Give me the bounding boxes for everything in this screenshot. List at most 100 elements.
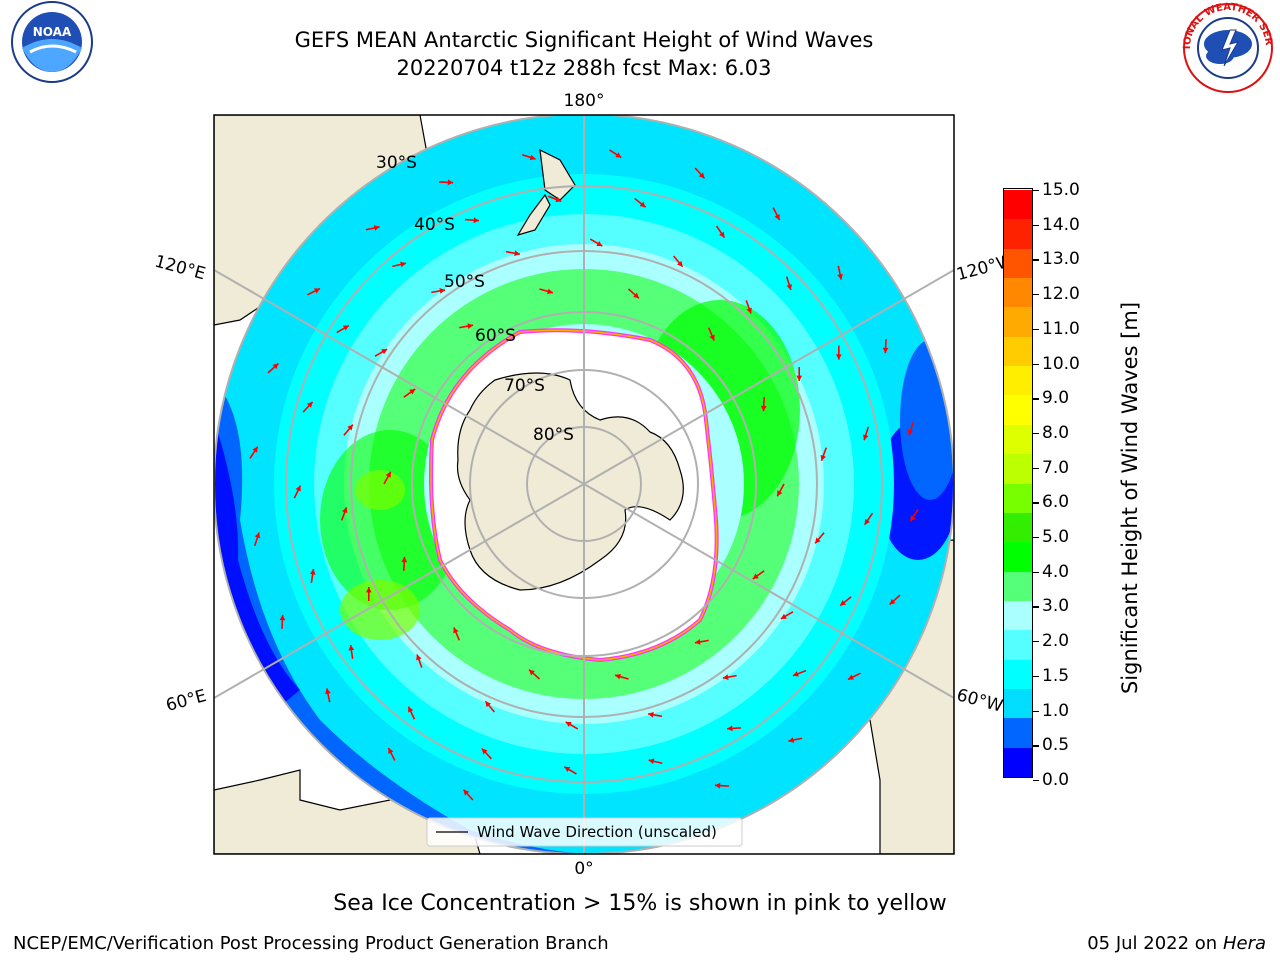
wave-arrow-head xyxy=(373,225,380,231)
colorbar-tick xyxy=(1033,224,1039,226)
colorbar-tick xyxy=(1033,432,1039,435)
footer-date-text: 05 Jul 2022 on xyxy=(1087,933,1223,954)
wave-arrow-head xyxy=(677,260,683,267)
colorbar-segment xyxy=(1004,688,1032,719)
wave-arrow-head xyxy=(862,434,869,441)
wave-arrow-head xyxy=(840,600,847,606)
colorbar-tick xyxy=(1033,294,1039,296)
lat-label-50s: 50°S xyxy=(444,272,485,292)
lat-label-30s: 30°S xyxy=(376,153,417,173)
wave-arrow-head xyxy=(835,354,842,360)
wave-arrow-head xyxy=(694,639,701,645)
wave-arrow-head xyxy=(864,518,870,525)
map-legend: Wind Wave Direction (unscaled) xyxy=(426,817,743,847)
wave-arrow-head xyxy=(547,288,553,295)
colorbar-tick xyxy=(1033,710,1039,712)
wave-arrow-head xyxy=(485,701,491,708)
wave-arrow-head xyxy=(639,201,646,208)
colorbar-tick xyxy=(1033,259,1039,261)
colorbar-tick-label: 14.0 xyxy=(1042,214,1080,235)
wave-arrow-head xyxy=(529,154,536,161)
colorbar-segment xyxy=(1004,571,1032,601)
noaa-logo-text: NOAA xyxy=(33,25,72,39)
wave-arrow-head xyxy=(746,307,752,314)
colorbar-tick xyxy=(1033,363,1039,365)
wave-arrow-head xyxy=(400,261,406,268)
colorbar-segment xyxy=(1004,248,1032,279)
colorbar-segment xyxy=(1004,541,1032,572)
lat-label-40s: 40°S xyxy=(414,215,455,235)
wave-arrow-head xyxy=(615,673,621,680)
lat-label-80s: 80°S xyxy=(533,425,574,445)
colorbar-tick xyxy=(1033,398,1039,400)
wave-arrow-head xyxy=(910,515,916,522)
lat-label-70s: 70°S xyxy=(504,376,545,396)
wave-arrow-head xyxy=(648,758,655,765)
wave-arrow-head xyxy=(633,292,639,299)
colorbar-tick xyxy=(1033,467,1039,469)
wave-arrow-head xyxy=(815,537,821,544)
wave-arrow-head xyxy=(555,196,562,203)
colorbar-segment xyxy=(1004,394,1032,425)
wave-arrow-head xyxy=(882,347,889,354)
colorbar-tick xyxy=(1033,641,1039,643)
lat-label-60s: 60°S xyxy=(475,326,516,346)
wave-arrow-head xyxy=(774,213,780,220)
wave-arrow-head xyxy=(416,654,422,661)
map-title: GEFS MEAN Antarctic Significant Height o… xyxy=(294,28,874,52)
colorbar-segment xyxy=(1004,512,1032,543)
colorbar-tick-label: 11.0 xyxy=(1042,318,1080,339)
wave-arrow-head xyxy=(760,405,767,412)
footer-date: 05 Jul 2022 on Hera xyxy=(1087,933,1266,954)
colorbar xyxy=(1003,188,1033,778)
wave-arrow-head xyxy=(564,766,571,773)
wave-arrow-head xyxy=(388,748,394,755)
wave-arrow-head xyxy=(348,645,355,651)
wind-wave-arrows xyxy=(249,149,919,801)
colorbar-tick-label: 3.0 xyxy=(1042,596,1070,617)
wave-arrow-head xyxy=(837,273,843,280)
wave-arrow-head xyxy=(889,598,896,605)
footer-machine: Hera xyxy=(1222,933,1266,954)
lon-label-120e: 120°E xyxy=(152,252,207,285)
lon-label-60w: 60°W xyxy=(954,685,1005,717)
wave-arrow-head xyxy=(385,471,391,478)
wave-arrow-head xyxy=(453,627,459,634)
colorbar-tick-label: 10.0 xyxy=(1042,353,1080,374)
wave-arrow-head xyxy=(401,556,408,563)
colorbar-tick-label: 0.5 xyxy=(1042,735,1070,756)
wave-arrow-head xyxy=(907,429,914,436)
wave-arrow-head xyxy=(309,569,316,575)
colorbar-segment xyxy=(1004,424,1032,455)
wave-arrow-head xyxy=(381,349,388,355)
wave-arrow-head xyxy=(254,532,261,539)
wave-arrow-head xyxy=(780,613,787,619)
colorbar-tick-label: 1.0 xyxy=(1042,700,1070,721)
colorbar-tick xyxy=(1033,745,1039,747)
colorbar-segment xyxy=(1004,306,1032,337)
noaa-logo: NOAA xyxy=(11,1,93,83)
wave-arrow-head xyxy=(313,288,320,294)
colorbar-tick-label: 13.0 xyxy=(1042,249,1080,270)
wave-arrow-head xyxy=(467,323,474,329)
wave-arrow-head xyxy=(439,288,446,294)
lon-label-60e: 60°E xyxy=(164,686,209,716)
wave-arrow-head xyxy=(279,614,286,621)
wave-arrow-head xyxy=(820,454,826,461)
lon-label-0: 0° xyxy=(574,859,593,879)
colorbar-segment xyxy=(1004,659,1032,689)
sea-ice-note: Sea Ice Concentration > 15% is shown in … xyxy=(333,891,947,916)
colorbar-tick xyxy=(1033,328,1039,331)
wave-arrow-head xyxy=(709,334,715,341)
wave-arrow-head xyxy=(295,485,301,492)
colorbar-tick-label: 12.0 xyxy=(1042,284,1080,305)
colorbar-tick-label: 2.0 xyxy=(1042,631,1070,652)
colorbar-tick xyxy=(1033,190,1039,192)
colorbar-tick-label: 1.5 xyxy=(1042,665,1070,686)
colorbar-segment xyxy=(1004,629,1032,660)
wave-arrow-head xyxy=(252,446,258,453)
wave-arrow-head xyxy=(408,706,414,713)
colorbar-segment xyxy=(1004,218,1032,249)
colorbar-tick-label: 7.0 xyxy=(1042,457,1070,478)
